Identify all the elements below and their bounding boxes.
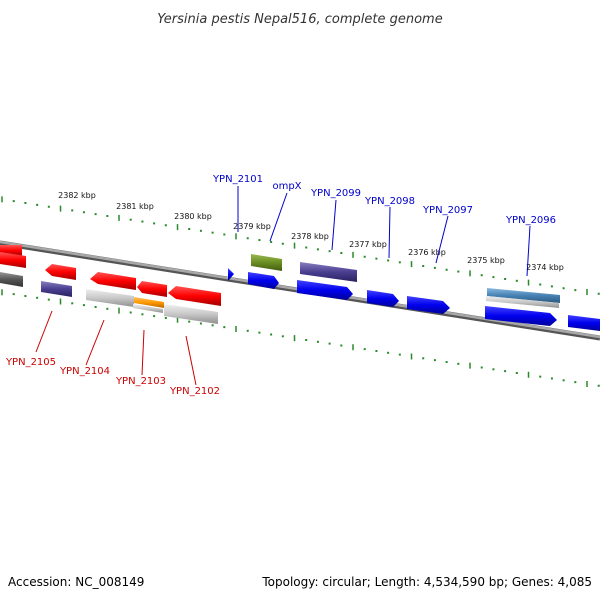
gene-arrow-plus[interactable] (228, 268, 234, 281)
gene-arrow-plus[interactable] (248, 272, 279, 289)
gene-label-ompx[interactable]: ompX (272, 181, 301, 192)
gene-arrow-minus[interactable] (90, 272, 136, 290)
map-title: Yersinia pestis Nepal516, complete genom… (157, 12, 442, 27)
gene-feature-box[interactable] (133, 304, 163, 313)
gene-arrow-minus[interactable] (45, 264, 76, 280)
bottom-leader-lines (35, 310, 197, 386)
gene-arrow-minus[interactable] (0, 252, 26, 268)
upper-tick-row (1, 196, 600, 295)
gene-label-ypn-2103[interactable]: YPN_2103 (115, 376, 166, 387)
scale-label: 2378 kbp (291, 232, 329, 241)
gene-feature-box[interactable] (251, 254, 282, 271)
topology-summary: Topology: circular; Length: 4,534,590 bp… (261, 575, 592, 589)
gene-label-ypn-2098[interactable]: YPN_2098 (364, 196, 415, 207)
gene-arrow-minus[interactable] (137, 281, 167, 297)
scale-label: 2377 kbp (349, 240, 387, 249)
gene-label-ypn-2097[interactable]: YPN_2097 (422, 205, 473, 216)
gene-label-ypn-2101[interactable]: YPN_2101 (212, 174, 263, 185)
minus-features (0, 252, 221, 324)
scale-label: 2376 kbp (408, 248, 446, 257)
scale-label: 2381 kbp (116, 202, 154, 211)
scale-label: 2374 kbp (526, 263, 564, 272)
plus-features (228, 254, 600, 331)
scale-label: 2382 kbp (58, 191, 96, 200)
scale-label: 2380 kbp (174, 212, 212, 221)
lower-tick-row (1, 289, 600, 387)
gene-arrow-plus[interactable] (407, 296, 450, 314)
gene-feature-box[interactable] (41, 281, 72, 297)
top-leader-lines (237, 186, 531, 277)
scale-label: 2379 kbp (233, 222, 271, 231)
gene-label-ypn-2104[interactable]: YPN_2104 (59, 366, 110, 377)
gene-feature-box[interactable] (486, 296, 559, 308)
gene-arrow-minus[interactable] (0, 272, 23, 287)
gene-label-ypn-2102[interactable]: YPN_2102 (169, 386, 220, 397)
gene-feature-box[interactable] (164, 304, 218, 324)
gene-feature-box[interactable] (487, 288, 560, 303)
gene-label-ypn-2099[interactable]: YPN_2099 (310, 188, 361, 199)
gene-arrow-plus[interactable] (367, 290, 399, 307)
gene-arrow-plus[interactable] (568, 315, 600, 331)
gene-feature-box[interactable] (134, 297, 164, 308)
scale-label: 2375 kbp (467, 256, 505, 265)
gene-arrow-plus[interactable] (485, 306, 557, 326)
gene-label-ypn-2105[interactable]: YPN_2105 (5, 357, 56, 368)
gene-label-ypn-2096[interactable]: YPN_2096 (505, 215, 556, 226)
gene-arrow-minus[interactable] (168, 286, 221, 306)
accession-label: Accession: NC_008149 (8, 575, 144, 589)
gene-feature-box[interactable] (86, 289, 134, 307)
gene-feature-box[interactable] (300, 262, 357, 282)
gene-arrow-plus[interactable] (297, 280, 353, 300)
